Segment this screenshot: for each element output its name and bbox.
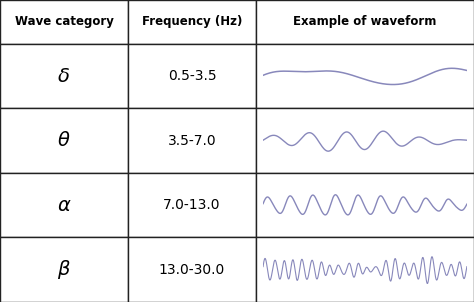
Bar bbox=[128, 173, 256, 237]
Bar bbox=[0, 173, 128, 237]
Text: $\alpha$: $\alpha$ bbox=[57, 196, 71, 215]
Text: 13.0-30.0: 13.0-30.0 bbox=[159, 263, 225, 277]
Text: 3.5-7.0: 3.5-7.0 bbox=[168, 133, 216, 148]
Bar bbox=[256, 108, 474, 173]
Text: Frequency (Hz): Frequency (Hz) bbox=[142, 15, 242, 28]
Bar bbox=[256, 237, 474, 302]
Text: Wave category: Wave category bbox=[15, 15, 113, 28]
Text: $\delta$: $\delta$ bbox=[57, 66, 71, 85]
Text: Example of waveform: Example of waveform bbox=[293, 15, 437, 28]
Bar bbox=[0, 108, 128, 173]
Bar bbox=[128, 0, 256, 44]
Text: $\theta$: $\theta$ bbox=[57, 131, 71, 150]
Bar bbox=[0, 237, 128, 302]
Text: 0.5-3.5: 0.5-3.5 bbox=[168, 69, 216, 83]
Bar bbox=[256, 173, 474, 237]
Bar bbox=[256, 44, 474, 108]
Bar bbox=[256, 0, 474, 44]
Text: 7.0-13.0: 7.0-13.0 bbox=[163, 198, 221, 212]
Bar bbox=[0, 44, 128, 108]
Bar bbox=[0, 0, 128, 44]
Bar bbox=[128, 44, 256, 108]
Bar bbox=[128, 108, 256, 173]
Text: $\beta$: $\beta$ bbox=[57, 258, 71, 281]
Bar bbox=[128, 237, 256, 302]
